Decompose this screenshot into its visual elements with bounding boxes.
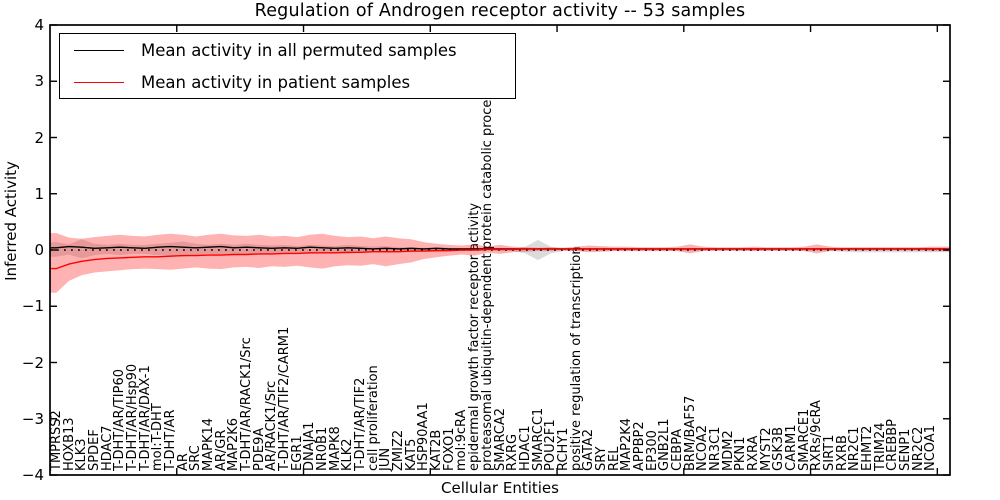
legend-item-patient: Mean activity in patient samples bbox=[60, 67, 515, 98]
y-tick-label: 4 bbox=[34, 16, 44, 34]
y-tick-label: −1 bbox=[21, 297, 44, 316]
y-tick-label: 0 bbox=[34, 241, 44, 259]
x-category-label: proteasomal ubiquitin-dependent protein … bbox=[479, 86, 495, 471]
x-category-label: NCOA1 bbox=[923, 425, 939, 471]
x-category-label: T-DHT/AR/Hsp90 bbox=[124, 363, 140, 471]
x-category-label: SPDEF bbox=[86, 429, 102, 471]
x-category-label: TMPRSS2 bbox=[48, 410, 64, 471]
legend-label: Mean activity in all permuted samples bbox=[141, 40, 457, 60]
black-line-swatch bbox=[74, 49, 124, 51]
x-category-label: MAPK14 bbox=[200, 417, 216, 471]
y-tick-label: −3 bbox=[21, 409, 44, 428]
chart-title: Regulation of Androgen receptor activity… bbox=[254, 1, 746, 21]
y-tick-label: 2 bbox=[34, 128, 44, 147]
y-tick-label: 3 bbox=[34, 72, 44, 91]
x-category-label: RCHY1 bbox=[555, 427, 571, 471]
x-category-label: HDAC1 bbox=[517, 425, 533, 471]
y-tick-label: 1 bbox=[34, 184, 44, 203]
x-axis-label: Cellular Entities bbox=[441, 479, 559, 497]
x-category-label: CEBPA bbox=[669, 428, 685, 471]
x-category-label: T-DHT/AR bbox=[162, 409, 178, 471]
legend: Mean activity in all permuted samples Me… bbox=[59, 33, 516, 99]
red-line-swatch bbox=[74, 81, 124, 83]
y-tick-label: −2 bbox=[21, 353, 44, 372]
y-tick-label: −4 bbox=[21, 466, 44, 484]
legend-item-permuted: Mean activity in all permuted samples bbox=[60, 35, 515, 66]
x-category-label: SRY bbox=[593, 446, 609, 471]
legend-label: Mean activity in patient samples bbox=[141, 72, 411, 92]
x-category-label: APPBP2 bbox=[631, 421, 647, 471]
